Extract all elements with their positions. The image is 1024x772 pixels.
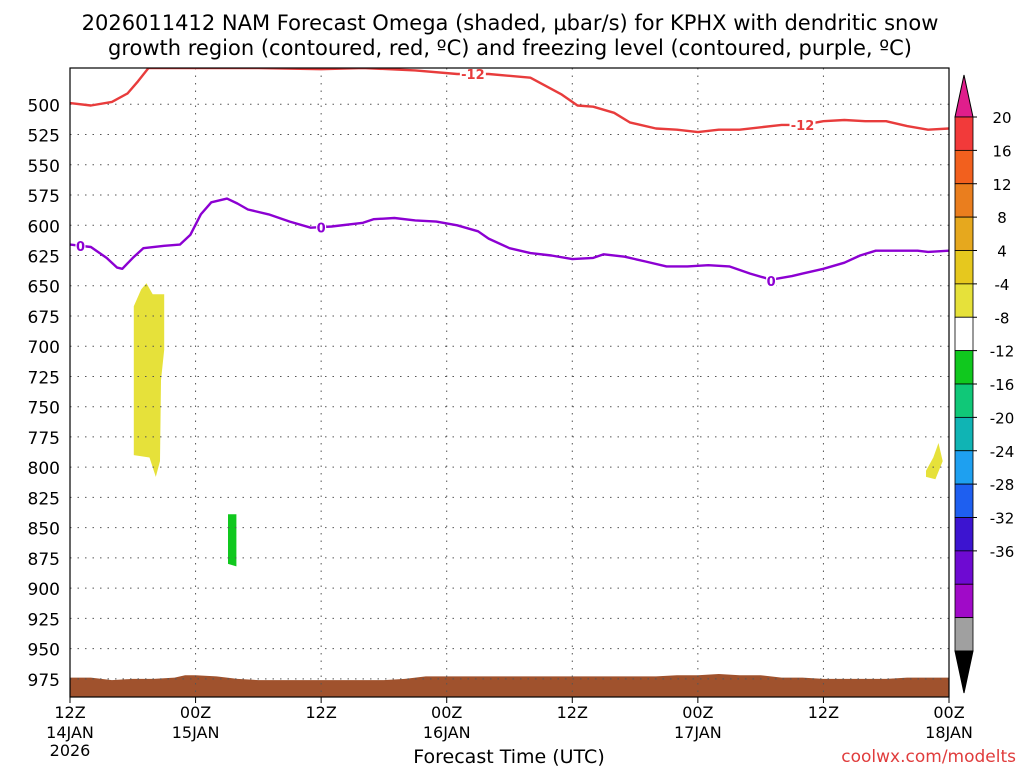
colorbar-swatch	[954, 350, 974, 385]
credit-text: coolwx.com/modelts	[841, 747, 1016, 767]
contour-label-bg	[75, 238, 86, 253]
x-tick-label: 14JAN	[46, 723, 94, 742]
y-tick-label: 725	[28, 368, 60, 388]
colorbar-label: -24	[990, 443, 1015, 461]
y-tick-label: 675	[28, 308, 60, 328]
y-tick-label: 500	[28, 96, 60, 116]
colorbar-swatch	[954, 316, 974, 352]
colorbar-label: -4	[995, 276, 1010, 294]
x-tick-label: 17JAN	[674, 723, 722, 742]
omega-region-2	[228, 514, 237, 567]
y-tick-label: 575	[28, 187, 60, 207]
y-tick-label: 550	[28, 157, 60, 177]
y-tick-label: 825	[28, 489, 60, 509]
x-tick-label: 12Z	[557, 703, 588, 722]
colorbar-label: -20	[990, 409, 1015, 427]
y-tick-label: 900	[28, 580, 60, 600]
y-tick-label: 975	[28, 671, 60, 691]
colorbar-swatch	[954, 216, 974, 251]
contour-label: -12	[791, 119, 815, 134]
chart-title-line2: growth region (contoured, red, ºC) and f…	[108, 36, 912, 60]
colorbar-label: 12	[992, 176, 1011, 194]
y-tick-label: 875	[28, 550, 60, 570]
colorbar: 20 16 12 8 4 -4 -8 -12 -16 -20 -24 -28 -32 -36	[954, 74, 1015, 694]
y-tick-label: 850	[28, 520, 60, 540]
colorbar-swatch	[954, 250, 974, 285]
colorbar-swatch	[954, 617, 974, 652]
colorbar-swatch	[954, 583, 974, 619]
chart-title-line1: 2026011412 NAM Forecast Omega (shaded, μ…	[82, 11, 939, 35]
colorbar-bottom-arrow	[954, 650, 974, 694]
colorbar-label: 4	[997, 243, 1007, 261]
colorbar-swatch	[954, 416, 974, 452]
y-tick-label: 525	[28, 127, 60, 147]
x-tick-label: 00Z	[431, 703, 462, 722]
colorbar-swatch	[954, 149, 974, 185]
colorbar-swatch	[954, 450, 974, 485]
y-tick-label: 775	[28, 429, 60, 449]
contour-label: -12	[461, 68, 485, 83]
x-tick-label: 12Z	[808, 703, 839, 722]
contour-label: 0	[76, 240, 85, 255]
y-tick-label: 925	[28, 610, 60, 630]
colorbar-label: -32	[990, 510, 1015, 528]
contour-label: 0	[767, 275, 776, 290]
y-tick-label: 750	[28, 399, 60, 419]
y-tick-label: 950	[28, 641, 60, 661]
y-tick-label: 625	[28, 247, 60, 267]
colorbar-label: 16	[992, 142, 1011, 160]
x-tick-label: 18JAN	[925, 723, 973, 742]
x-axis-label: Forecast Time (UTC)	[413, 746, 604, 768]
x-tick-label: 16JAN	[423, 723, 471, 742]
x-tick-label: 00Z	[933, 703, 964, 722]
colorbar-swatch	[954, 517, 974, 552]
x-tick-label: 00Z	[682, 703, 713, 722]
x-tick-label: 00Z	[180, 703, 211, 722]
axes: 500 525 550 575 600 625 650 675 700 725 750 775 800 8…	[28, 67, 973, 760]
contour-label-bg	[316, 220, 327, 235]
colorbar-top-arrow	[954, 74, 974, 118]
colorbar-swatch	[954, 483, 974, 518]
y-tick-label: 650	[28, 278, 60, 298]
contour-line-2	[70, 197, 949, 281]
colorbar-swatch	[954, 383, 974, 418]
contour-label-bg	[459, 68, 486, 82]
x-tick-label: 12Z	[305, 703, 336, 722]
contour-label-bg	[766, 273, 777, 288]
colorbar-label: 20	[992, 109, 1011, 127]
omega-region-1	[133, 283, 165, 477]
plot-border	[69, 67, 950, 698]
plot-content: -12 -12 0 0 0	[70, 68, 949, 697]
colorbar-label: -28	[990, 476, 1015, 494]
colorbar-label: -8	[995, 309, 1010, 327]
colorbar-swatch	[954, 116, 974, 151]
x-tick-label: 15JAN	[172, 723, 220, 742]
contour-line-1	[70, 68, 949, 134]
terrain-fill	[70, 674, 949, 697]
colorbar-label: -12	[990, 343, 1015, 361]
omega-region-3	[926, 443, 943, 480]
colorbar-label: -16	[990, 376, 1015, 394]
colorbar-swatch	[954, 183, 974, 218]
contour-label-bg	[789, 117, 816, 132]
colorbar-label: 8	[997, 209, 1007, 227]
x-tick-label: 2026	[50, 741, 91, 760]
y-tick-label: 700	[28, 338, 60, 358]
contour-label: 0	[317, 222, 326, 237]
x-tick-label: 12Z	[54, 703, 85, 722]
y-tick-label: 800	[28, 459, 60, 479]
y-tick-label: 600	[28, 217, 60, 237]
plot-area: -12 -12 0 0 0	[70, 68, 949, 697]
colorbar-swatch	[954, 550, 974, 585]
colorbar-swatch	[954, 283, 974, 318]
colorbar-label: -36	[990, 543, 1015, 561]
